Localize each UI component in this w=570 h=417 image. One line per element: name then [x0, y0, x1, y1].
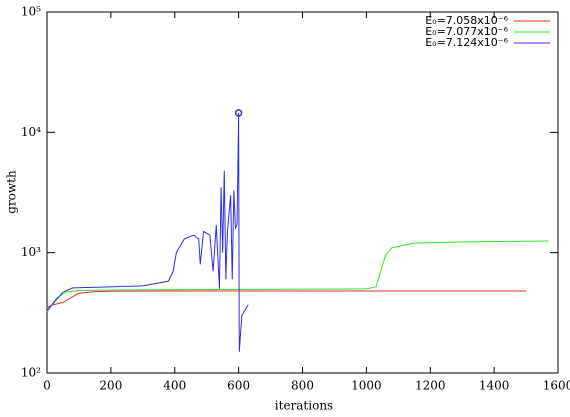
y-tick-label: 10⁴ — [21, 125, 41, 139]
legend-label: E₀=7.058x10⁻⁶ — [425, 14, 508, 27]
y-tick-label: 10² — [21, 366, 41, 380]
y-tick-label: 10⁵ — [21, 5, 41, 19]
highlight-point — [234, 109, 243, 117]
x-tick-label: 600 — [227, 379, 250, 393]
legend-label: E₀=7.077x10⁻⁶ — [425, 25, 508, 38]
x-tick-label: 800 — [291, 379, 314, 393]
x-tick-label: 0 — [43, 379, 51, 393]
y-axis-label: growth — [5, 170, 19, 214]
series-line — [46, 290, 527, 308]
x-tick-label: 1200 — [415, 379, 446, 393]
x-axis-label: iterations — [275, 399, 333, 413]
series-line — [46, 240, 549, 313]
x-tick-label: 1000 — [351, 379, 382, 393]
legend-label: E₀=7.124x10⁻⁶ — [425, 36, 508, 49]
x-tick-label: 200 — [99, 379, 122, 393]
plot-frame — [46, 11, 559, 374]
x-tick-label: 1600 — [543, 379, 570, 393]
y-tick-label: 10³ — [21, 245, 41, 259]
x-tick-label: 1400 — [479, 379, 510, 393]
x-tick-label: 400 — [163, 379, 186, 393]
series-line — [46, 112, 249, 352]
